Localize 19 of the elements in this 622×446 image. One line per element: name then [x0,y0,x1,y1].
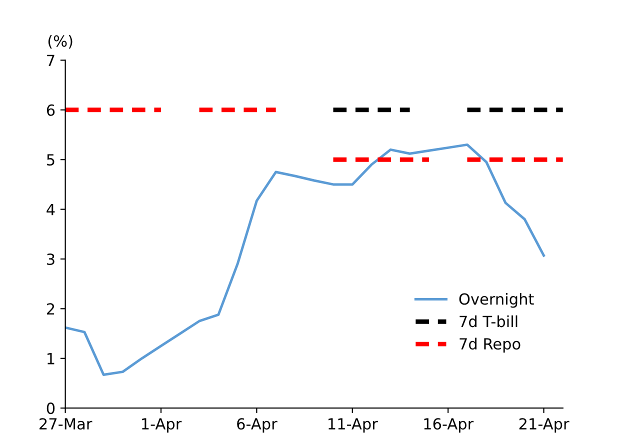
y-tick-label: 4 [46,204,55,216]
x-tick-label: 27-Mar [40,418,92,430]
y-tick-label: 5 [47,154,54,166]
y-tick-label: 7 [47,54,54,66]
line-series [65,143,546,376]
y-axis-title: (%) [48,35,72,49]
legend-label: 7d T-bill [460,315,518,328]
x-tick-label: 1-Apr [142,418,182,433]
x-tick-label: 11-Apr [328,418,378,433]
x-tick-label: 6-Apr [237,418,278,433]
legend-label: 7d Repo [460,338,520,353]
y-tick-label: 2 [46,303,54,314]
x-tick-label: 16-Apr [424,418,474,433]
x-tick-label: 21-Apr [519,418,570,433]
y-tick-label: 6 [46,104,55,116]
legend-label: Overnight [459,292,534,308]
y-tick-label: 0 [46,402,55,414]
y-tick-label: 3 [47,253,54,266]
y-tick-label: 1 [48,353,54,364]
